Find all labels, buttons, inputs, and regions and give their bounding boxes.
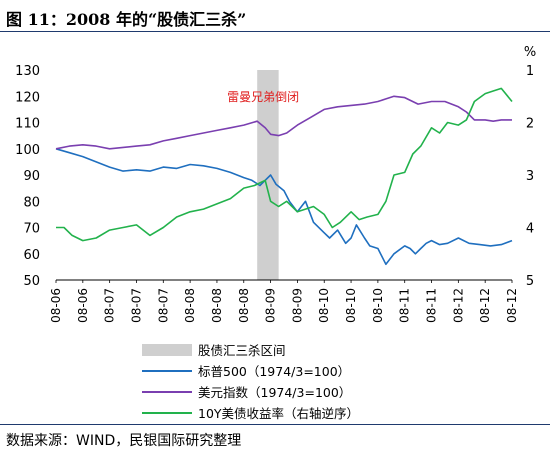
x-tick-label: 08-11 — [425, 288, 439, 323]
legend-swatch — [142, 369, 192, 372]
left-tick-label: 60 — [23, 248, 40, 263]
series-line-1 — [55, 95, 512, 150]
x-tick-label: 08-12 — [478, 288, 492, 323]
shaded-band — [257, 70, 279, 280]
x-tick-label: 08-08 — [210, 288, 224, 323]
left-tick-label: 100 — [15, 143, 40, 158]
legend-label: 股债汇三杀区间 — [198, 343, 286, 358]
x-tick-label: 08-09 — [290, 288, 304, 323]
legend-swatch — [142, 411, 192, 414]
figure-title: 图 11：2008 年的“股债汇三杀” — [6, 10, 247, 29]
right-tick-label: 5 — [526, 274, 534, 289]
left-tick-label: 90 — [23, 169, 40, 184]
legend: 股债汇三杀区间标普500（1974/3=100） 美元指数（1974/3=100）… — [142, 339, 359, 423]
legend-label: 标普500（1974/3=100） — [198, 364, 351, 379]
legend-item: 10Y美债收益率（右轴逆序） — [142, 402, 359, 423]
band-layer: 雷曼兄弟倒闭 — [227, 70, 299, 280]
legend-label: 美元指数（1974/3=100） — [198, 385, 352, 400]
left-tick-label: 130 — [15, 64, 40, 79]
left-tick-label: 80 — [23, 195, 40, 210]
right-tick-label: 1 — [526, 64, 534, 79]
left-tick-label: 110 — [15, 117, 40, 132]
x-tick-label: 08-12 — [451, 288, 465, 323]
x-tick-label: 08-11 — [398, 288, 412, 323]
legend-label: 10Y美债收益率（右轴逆序） — [198, 406, 360, 421]
x-tick-label: 08-08 — [183, 288, 197, 323]
right-tick-label: 4 — [526, 222, 534, 237]
x-tick-label: 08-10 — [344, 288, 358, 323]
footer-divider — [0, 424, 550, 425]
x-tick-label: 08-09 — [264, 288, 278, 323]
right-tick-label: 2 — [526, 117, 534, 132]
x-tick-label: 08-08 — [237, 288, 251, 323]
axes-layer: 50 60 70 80 90 100 110 120 130 1 2 3 4 5% 08-06 08-06 08… — [15, 45, 536, 323]
x-tick-label: 08-07 — [156, 288, 170, 323]
legend-item: 标普500（1974/3=100） — [142, 360, 359, 381]
source-note: 数据来源：WIND，民银国际研究整理 — [6, 433, 242, 449]
legend-swatch — [142, 390, 192, 393]
x-tick-label: 08-10 — [317, 288, 331, 323]
x-tick-label: 08-12 — [505, 288, 519, 323]
x-tick-label: 08-07 — [129, 288, 143, 323]
series-line-0 — [55, 148, 513, 266]
legend-swatch — [142, 343, 192, 356]
chart: 雷曼兄弟倒闭 50 60 70 80 90 100 110 120 130 1 2 3 4 5% 08-06… — [15, 45, 536, 323]
left-tick-label: 70 — [23, 222, 40, 237]
series-layer — [55, 87, 513, 266]
title-divider — [0, 31, 550, 32]
x-tick-label: 08-07 — [103, 288, 117, 323]
left-tick-label: 50 — [23, 274, 40, 289]
legend-item: 股债汇三杀区间 — [142, 339, 359, 360]
left-tick-label: 120 — [15, 90, 40, 105]
x-tick-label: 08-06 — [76, 288, 90, 323]
x-tick-label: 08-06 — [49, 288, 63, 323]
x-tick-label: 08-10 — [371, 288, 385, 323]
series-line-2 — [56, 87, 513, 242]
legend-item: 美元指数（1974/3=100） — [142, 381, 359, 402]
band-annotation: 雷曼兄弟倒闭 — [227, 90, 299, 104]
right-tick-label: 3 — [526, 169, 534, 184]
right-axis-unit: % — [524, 45, 536, 60]
